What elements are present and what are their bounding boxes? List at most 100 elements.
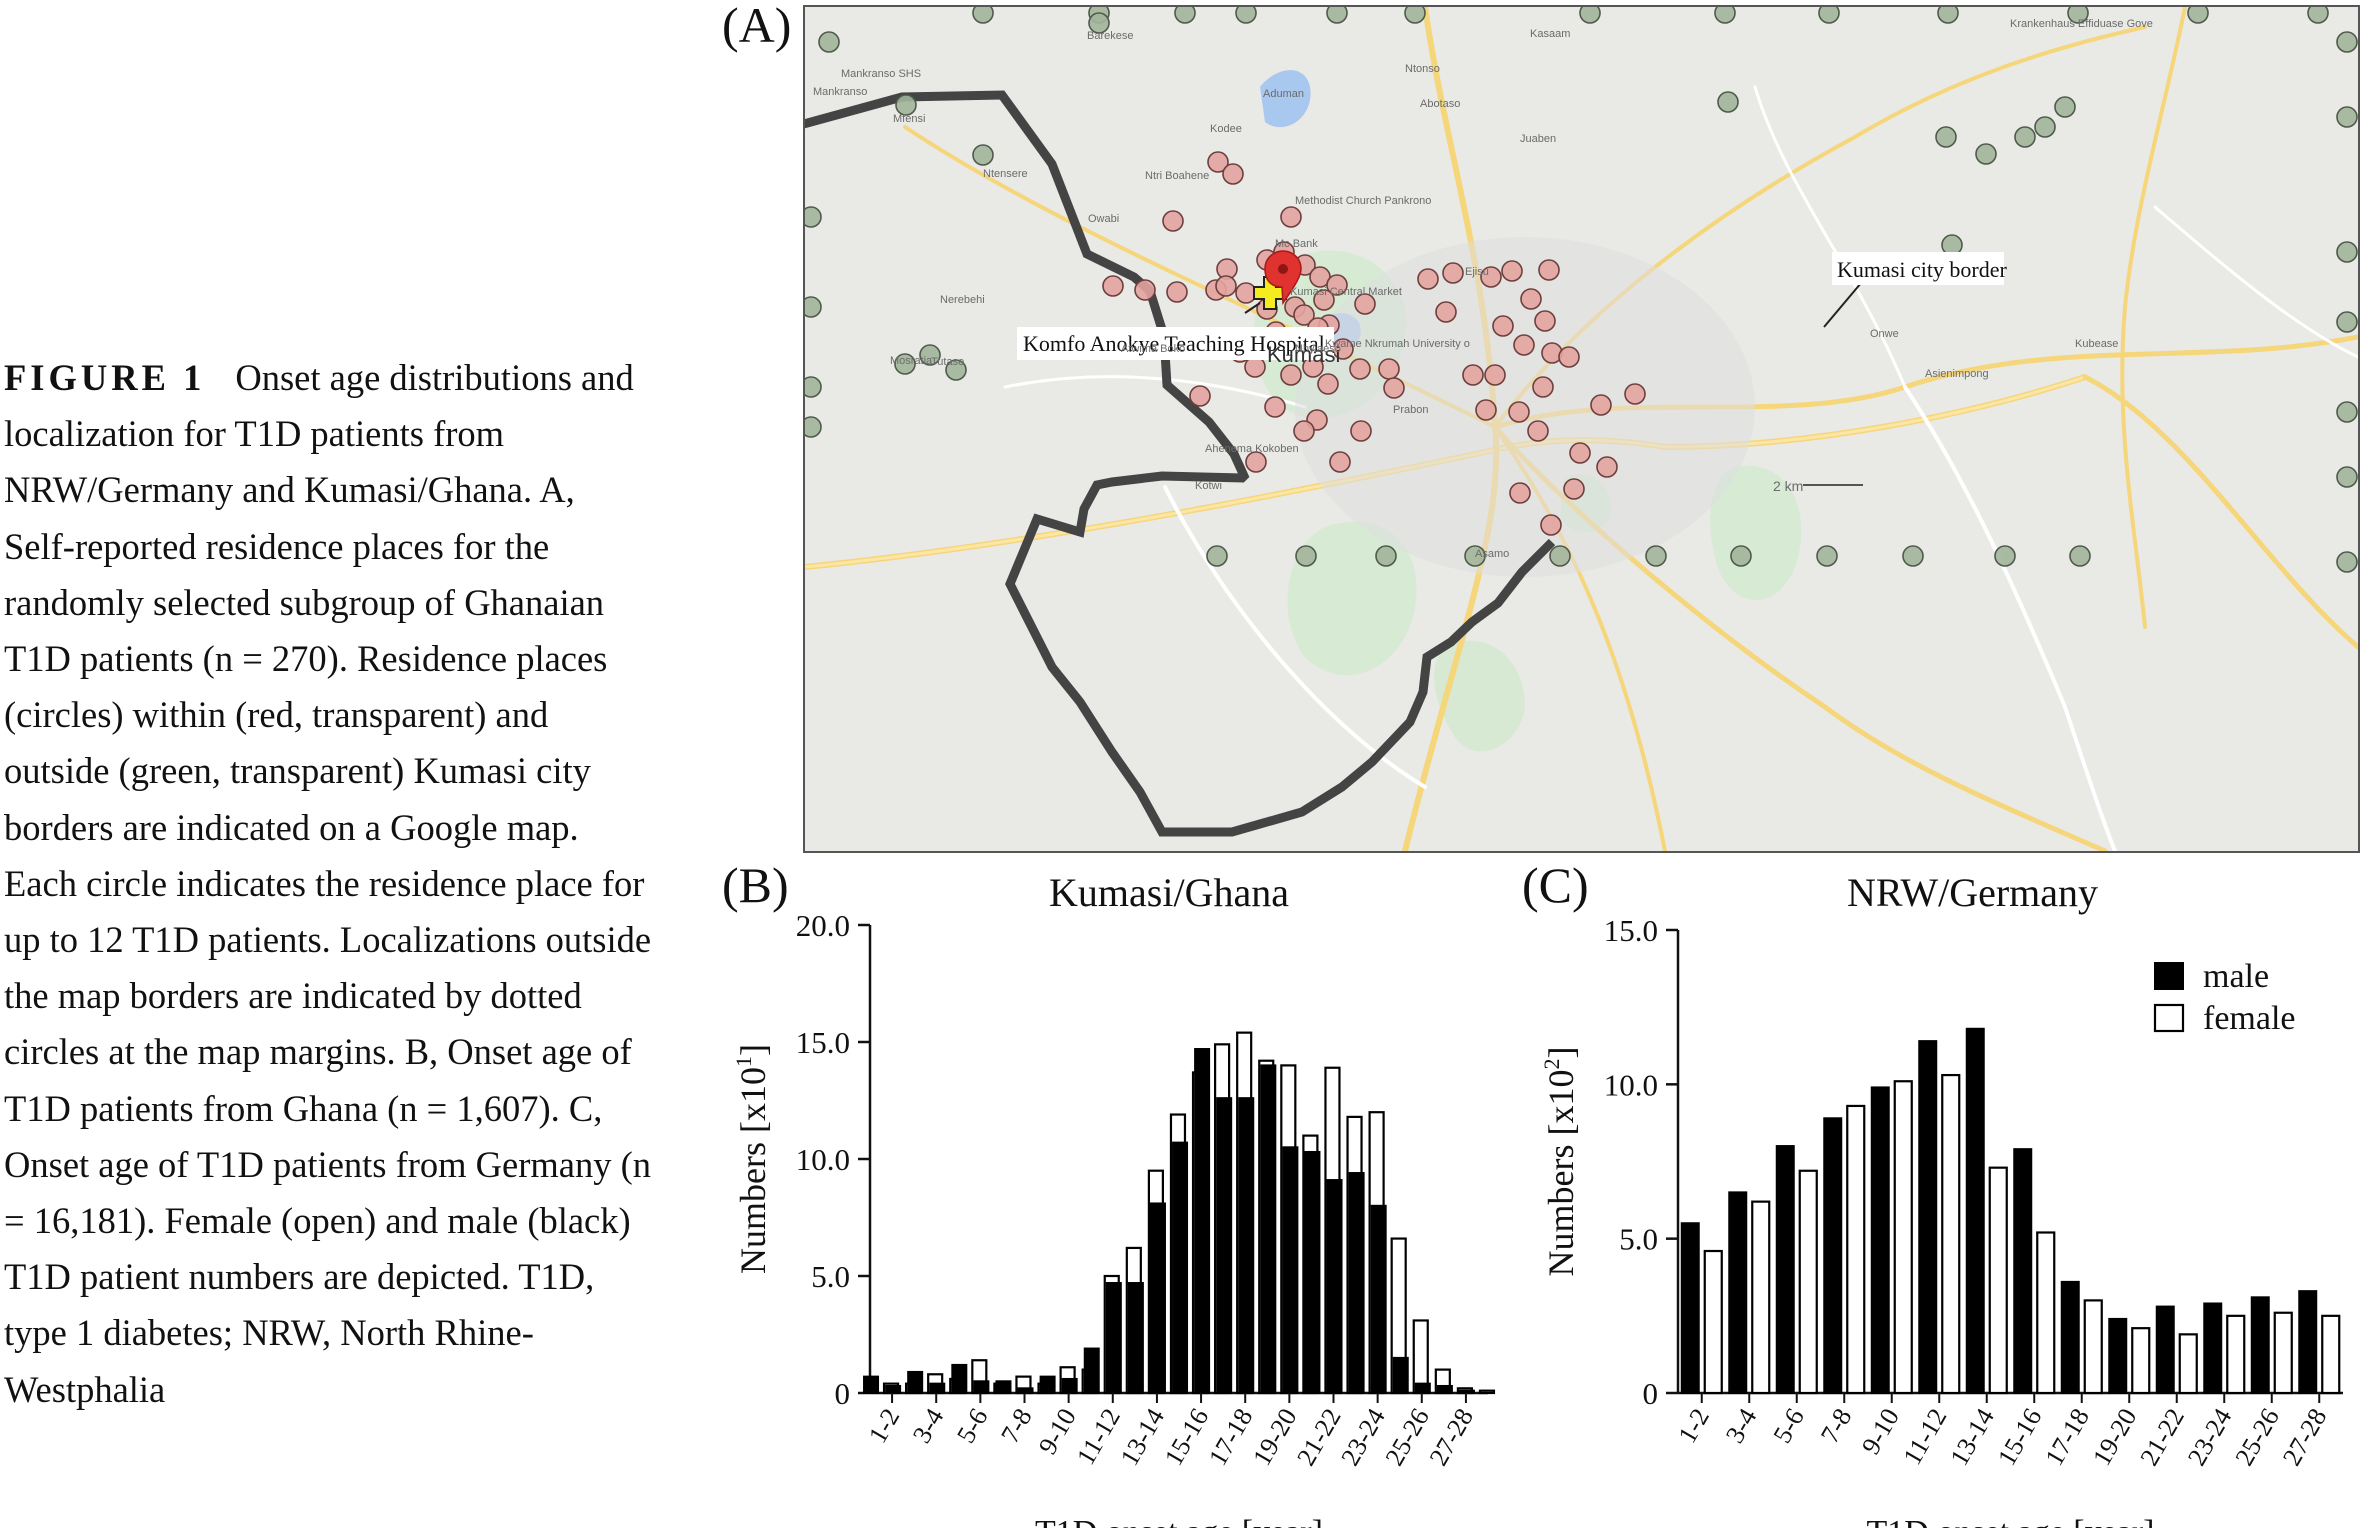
residence-circle-outside bbox=[805, 296, 822, 318]
residence-circle-inside bbox=[1596, 456, 1618, 478]
city-border-label: Kumasi city border bbox=[1837, 257, 2008, 282]
residence-circle-outside bbox=[805, 376, 822, 398]
residence-circle-outside bbox=[1404, 7, 1426, 24]
x-tick-label: 7-8 bbox=[995, 1404, 1037, 1449]
residence-circle-inside bbox=[1563, 478, 1585, 500]
city-border bbox=[805, 90, 1556, 837]
residence-circle-outside bbox=[805, 416, 822, 438]
bar-male bbox=[1039, 1375, 1056, 1394]
x-tick-label: 25-26 bbox=[1380, 1404, 1435, 1471]
residence-circle-inside bbox=[1501, 260, 1523, 282]
residence-circles bbox=[805, 7, 2358, 573]
bar-male bbox=[1680, 1222, 1700, 1394]
map-panel: Kumasi city border Komfo Anokye Teaching… bbox=[803, 5, 2360, 853]
bar-male bbox=[1392, 1356, 1409, 1394]
bar-male bbox=[2013, 1148, 2033, 1394]
bar-male bbox=[1017, 1387, 1034, 1395]
residence-circle-inside bbox=[1558, 346, 1580, 368]
bar-male bbox=[1414, 1382, 1431, 1395]
x-tick-label: 21-22 bbox=[2134, 1404, 2189, 1471]
residence-circle-outside bbox=[2034, 116, 2056, 138]
bar-female bbox=[2178, 1333, 2198, 1395]
x-tick-label: 17-18 bbox=[2039, 1404, 2094, 1471]
x-tick-label: 1-2 bbox=[1672, 1404, 1714, 1449]
y-tick-label: 15.0 bbox=[1604, 913, 1658, 948]
bar-male bbox=[1918, 1040, 1938, 1394]
bar-female bbox=[1798, 1169, 1818, 1395]
residence-circle-outside bbox=[1994, 545, 2016, 567]
x-tick-label: 5-6 bbox=[1767, 1404, 1809, 1449]
chart-kumasi-ghana: Kumasi/Ghana 0 5.0 10.0 15.0 20.0 Numbers [x10… bbox=[731, 870, 1496, 1528]
residence-circle-inside bbox=[1329, 451, 1351, 473]
x-tick-label: 27-28 bbox=[2277, 1404, 2332, 1471]
residence-circle-inside bbox=[1484, 364, 1506, 386]
bar-female bbox=[1412, 1319, 1429, 1395]
residence-circle-outside bbox=[2054, 96, 2076, 118]
bar-female bbox=[1988, 1166, 2008, 1395]
place-name-label: Aduman bbox=[1263, 88, 1304, 100]
place-name-label: Ntensere bbox=[983, 168, 1028, 180]
y-tick-label: 10.0 bbox=[796, 1142, 850, 1177]
bar-male bbox=[1870, 1086, 1890, 1394]
bar-female bbox=[2131, 1327, 2151, 1395]
place-name-label: Ntonso bbox=[1405, 63, 1440, 75]
panel-c-label: (C) bbox=[1522, 857, 1589, 913]
residence-circle-outside bbox=[2336, 401, 2358, 423]
bar-male bbox=[1370, 1204, 1387, 1394]
bar-male bbox=[1775, 1145, 1795, 1395]
residence-circle-outside bbox=[1902, 545, 1924, 567]
residence-circle-inside bbox=[1166, 281, 1188, 303]
residence-circle-inside bbox=[1354, 293, 1376, 315]
place-name-label: Kumasi Central Market bbox=[1290, 286, 1402, 298]
residence-circle-inside bbox=[1207, 151, 1229, 173]
residence-circle-inside bbox=[1442, 262, 1464, 284]
figure-caption: FIGURE 1 Onset age distributions and loca… bbox=[4, 350, 654, 1418]
residence-circle-inside bbox=[1540, 514, 1562, 536]
residence-circle-inside bbox=[1508, 401, 1530, 423]
bar-male bbox=[973, 1380, 990, 1394]
residence-circle-outside bbox=[895, 94, 917, 116]
residence-circle-outside bbox=[972, 144, 994, 166]
x-tick-label: 17-18 bbox=[1203, 1404, 1258, 1471]
residence-circle-outside bbox=[1818, 7, 1840, 24]
residence-circle-inside bbox=[1293, 420, 1315, 442]
residence-circle-outside bbox=[919, 344, 941, 366]
residence-circle-outside bbox=[1717, 91, 1739, 113]
residence-circle-inside bbox=[1245, 451, 1267, 473]
residence-circle-outside bbox=[2067, 7, 2089, 24]
bar-male bbox=[1172, 1141, 1189, 1394]
x-tick-label: 11-12 bbox=[1071, 1404, 1126, 1470]
bar-male bbox=[929, 1382, 946, 1395]
place-name-label: Atwima Boko bbox=[1121, 343, 1185, 355]
residence-circle-outside bbox=[2014, 126, 2036, 148]
residence-circle-outside bbox=[1549, 545, 1571, 567]
bar-female bbox=[2226, 1314, 2246, 1395]
x-tick-label: 1-2 bbox=[863, 1404, 905, 1449]
bar-female bbox=[1846, 1104, 1866, 1395]
residence-circle-outside bbox=[2336, 311, 2358, 333]
bar-female bbox=[2036, 1231, 2056, 1395]
y-axis-label: Numbers [x102] bbox=[1539, 1047, 1581, 1277]
chart-nrw-germany: NRW/Germany 0 5.0 10.0 15.0 Numbers [x102] 1-2… bbox=[1539, 870, 2343, 1528]
bar-male bbox=[1326, 1179, 1343, 1394]
x-tick-label: 9-10 bbox=[1856, 1404, 1905, 1460]
y-tick-label: 0 bbox=[1643, 1376, 1659, 1411]
x-tick-label: 27-28 bbox=[1424, 1404, 1479, 1471]
residence-circle-inside bbox=[1513, 334, 1535, 356]
residence-circle-outside bbox=[1326, 7, 1348, 24]
bar-male bbox=[2155, 1305, 2175, 1394]
place-name-label: Kasaam bbox=[1530, 28, 1570, 40]
residence-circle-outside bbox=[1088, 12, 1110, 34]
bar-male bbox=[2108, 1317, 2128, 1395]
residence-circle-inside bbox=[1222, 163, 1244, 185]
map-annotations: Kumasi city border Komfo Anokye Teaching… bbox=[1017, 252, 2008, 494]
residence-circle-outside bbox=[894, 353, 916, 375]
caption-text: Onset age distributions and localization… bbox=[4, 357, 652, 1410]
y-tick-label: 5.0 bbox=[811, 1259, 850, 1294]
place-name-label: Asienimpong bbox=[1925, 368, 1989, 380]
bar-male bbox=[1348, 1172, 1365, 1395]
bar-male bbox=[1458, 1389, 1475, 1395]
place-name-label: Mankranso SHS bbox=[841, 68, 921, 80]
legend-label-male: male bbox=[2203, 958, 2269, 995]
bar-male bbox=[2203, 1302, 2223, 1394]
